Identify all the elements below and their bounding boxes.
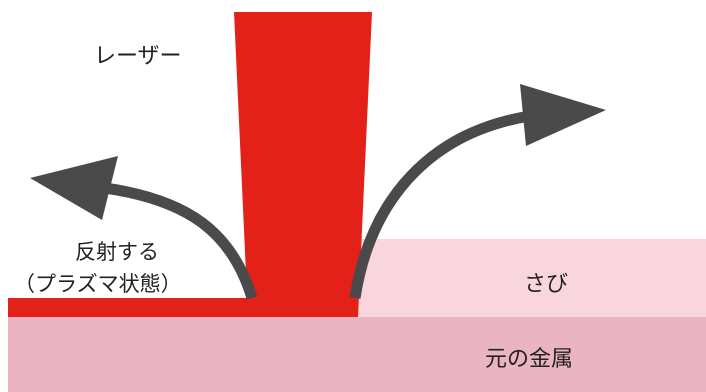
laser-beam [234, 12, 372, 317]
reflect-label: 反射する [75, 240, 159, 264]
rust-label: さび [524, 272, 569, 297]
base-metal-layer [8, 317, 706, 392]
base-metal-label: 元の金属 [485, 347, 574, 372]
rust-layer [358, 239, 706, 317]
left-arrow-shaft [104, 182, 258, 300]
right-arrow-head [520, 84, 606, 146]
plasma-state-label: （プラズマ状態） [14, 272, 182, 296]
left-arrow-head [30, 156, 118, 220]
laser-label: レーザー [94, 44, 182, 69]
right-arrow-shaft [349, 110, 531, 299]
